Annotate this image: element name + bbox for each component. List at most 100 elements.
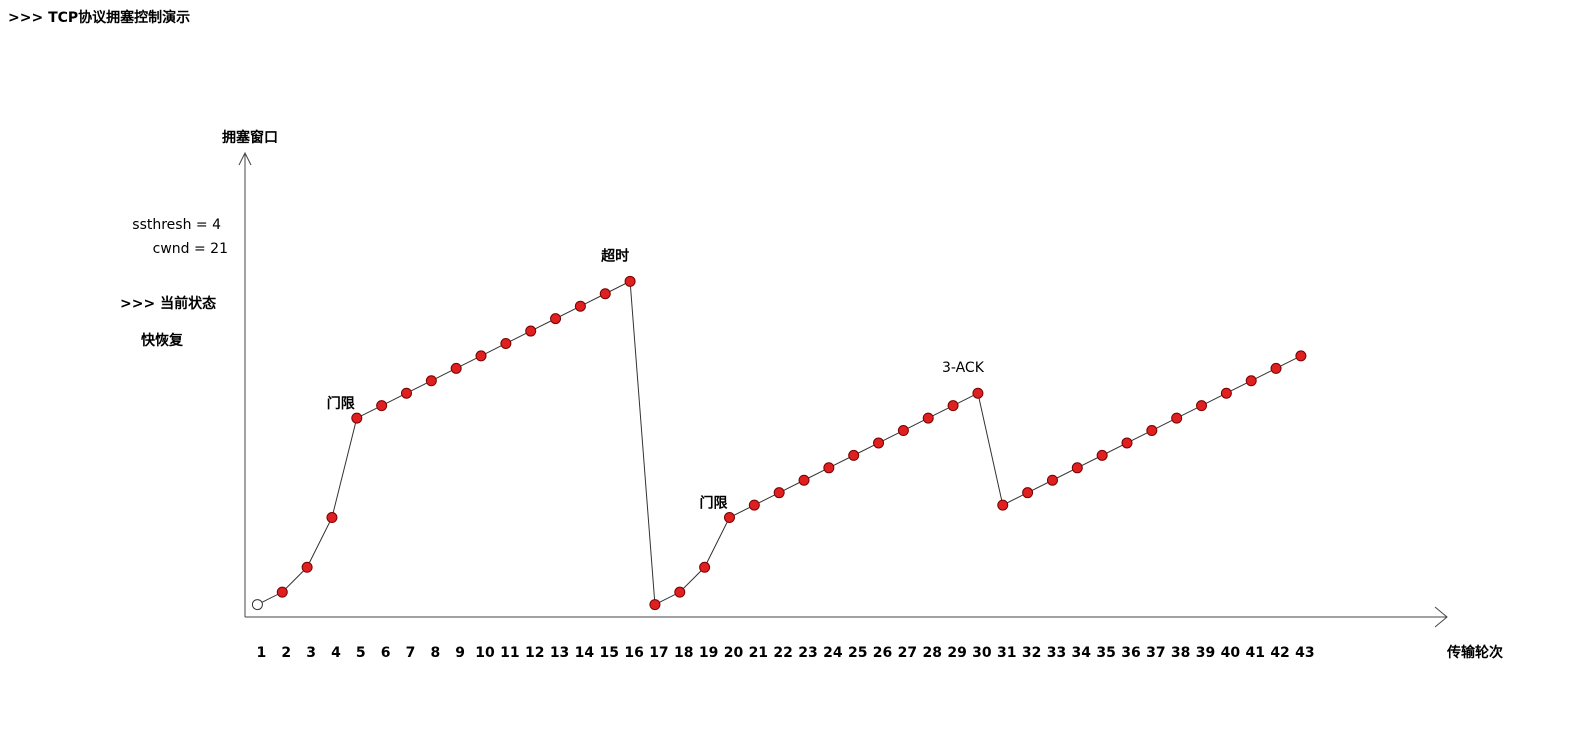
- x-tick-label: 27: [898, 645, 917, 661]
- x-tick-label: 26: [873, 645, 892, 661]
- x-tick-label: 12: [525, 645, 544, 661]
- x-tick-label: 34: [1072, 645, 1092, 661]
- data-point: [1096, 449, 1108, 461]
- x-tick-label: 23: [798, 645, 817, 661]
- x-tick-label: 24: [823, 645, 843, 661]
- data-point: [897, 425, 909, 437]
- x-tick-label: 19: [699, 645, 718, 661]
- x-tick-label: 43: [1295, 645, 1314, 661]
- data-point: [1270, 362, 1282, 374]
- annotation: 门限: [699, 495, 727, 512]
- data-point: [748, 499, 760, 511]
- x-tick-label: 10: [475, 645, 495, 661]
- data-point: [723, 512, 735, 524]
- x-tick-label: 6: [381, 645, 391, 661]
- x-tick-label: 9: [455, 645, 465, 661]
- x-tick-label: 15: [600, 645, 619, 661]
- x-tick-label: 13: [550, 645, 569, 661]
- data-point: [425, 375, 437, 387]
- x-tick-label: 41: [1245, 645, 1264, 661]
- data-point: [1245, 375, 1257, 387]
- data-point: [1196, 400, 1208, 412]
- x-tick-label: 25: [848, 645, 867, 661]
- status-label: >>> 当前状态: [120, 295, 216, 312]
- data-point: [997, 499, 1009, 511]
- data-point: [1171, 412, 1183, 424]
- x-tick-label: 7: [406, 645, 416, 661]
- x-tick-label: 8: [430, 645, 440, 661]
- data-point: [798, 474, 810, 486]
- x-tick-label: 14: [575, 645, 595, 661]
- x-tick-label: 36: [1121, 645, 1140, 661]
- data-point: [947, 400, 959, 412]
- x-tick-label: 29: [947, 645, 966, 661]
- x-tick-label: 11: [500, 645, 519, 661]
- data-point: [301, 561, 313, 573]
- x-tick-label: 31: [997, 645, 1016, 661]
- x-tick-label: 3: [306, 645, 316, 661]
- x-tick-label: 5: [356, 645, 366, 661]
- x-tick-label: 16: [624, 645, 643, 661]
- data-point: [823, 462, 835, 474]
- data-point: [972, 387, 984, 399]
- data-point: [351, 412, 363, 424]
- x-tick-label: 30: [972, 645, 992, 661]
- y-axis-label: 拥塞窗口: [222, 129, 278, 146]
- x-tick-label: 1: [257, 645, 267, 661]
- data-point: [1071, 462, 1083, 474]
- annotation: 超时: [600, 247, 629, 264]
- data-point: [1046, 474, 1058, 486]
- data-point: [376, 400, 388, 412]
- data-point: [326, 512, 338, 524]
- data-point: [674, 586, 686, 598]
- status-state: 快恢复: [141, 332, 184, 349]
- annotation: 门限: [327, 395, 355, 412]
- data-point: [873, 437, 885, 449]
- x-tick-label: 33: [1047, 645, 1066, 661]
- data-point: [699, 561, 711, 573]
- axes: [238, 151, 1448, 628]
- annotation: 3-ACK: [942, 360, 985, 376]
- data-point: [1146, 425, 1158, 437]
- data-point: [400, 387, 412, 399]
- x-tick-label: 28: [922, 645, 941, 661]
- data-point: [525, 325, 537, 337]
- data-point: [550, 313, 562, 325]
- x-tick-label: 22: [773, 645, 792, 661]
- data-point: [251, 599, 263, 611]
- data-point: [599, 288, 611, 300]
- cwnd-status: cwnd = 21: [153, 241, 228, 257]
- ssthresh-status: ssthresh = 4: [132, 217, 221, 233]
- x-arrow: [1434, 606, 1448, 628]
- data-point: [848, 449, 860, 461]
- data-point: [500, 337, 512, 349]
- data-line: [257, 280, 1302, 606]
- x-tick-label: 42: [1270, 645, 1289, 661]
- x-tick-label: 40: [1221, 645, 1241, 661]
- x-tick-label: 20: [724, 645, 744, 661]
- x-tick-label: 38: [1171, 645, 1190, 661]
- page-title: >>> TCP协议拥塞控制演示: [8, 9, 190, 26]
- x-tick-label: 32: [1022, 645, 1041, 661]
- data-point: [1022, 487, 1034, 499]
- x-axis-label: 传输轮次: [1446, 644, 1503, 661]
- data-point: [922, 412, 934, 424]
- data-point: [574, 300, 586, 312]
- x-tick-label: 35: [1096, 645, 1115, 661]
- x-tick-label: 4: [331, 645, 341, 661]
- data-point: [276, 586, 288, 598]
- data-point: [624, 275, 636, 287]
- x-tick-label: 2: [281, 645, 291, 661]
- data-point: [1121, 437, 1133, 449]
- data-point: [450, 362, 462, 374]
- data-point: [1220, 387, 1232, 399]
- x-tick-label: 39: [1196, 645, 1215, 661]
- x-tick-label: 18: [674, 645, 693, 661]
- y-arrow: [238, 151, 252, 166]
- data-point: [773, 487, 785, 499]
- x-tick-label: 17: [649, 645, 668, 661]
- data-point: [475, 350, 487, 362]
- data-point: [649, 599, 661, 611]
